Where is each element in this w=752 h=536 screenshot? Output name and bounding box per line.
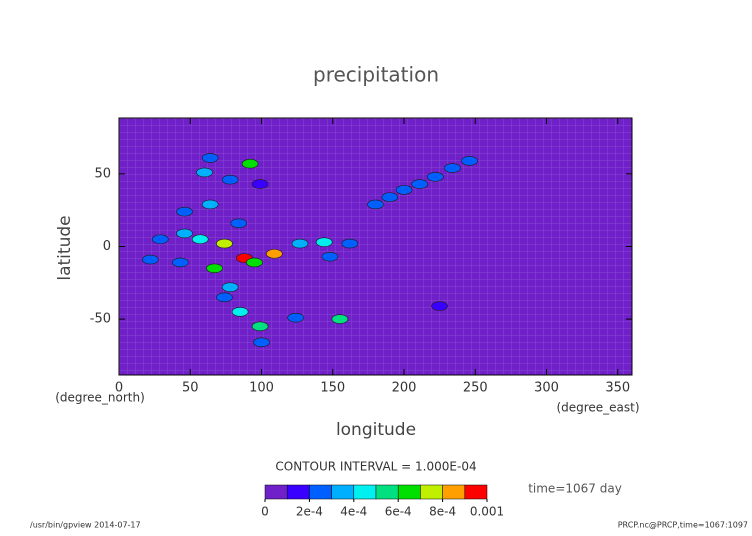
contour-patch [444, 163, 461, 173]
x-tick-label: 0 [115, 381, 123, 396]
contour-patch [427, 172, 444, 182]
colorbar-label: 8e-4 [429, 505, 456, 519]
contour-patch [241, 158, 259, 169]
colorbar-box [397, 484, 421, 500]
colorbar-box [375, 484, 399, 500]
colorbar-label: 6e-4 [385, 505, 412, 519]
contour-patch [201, 153, 219, 163]
contour-patch [331, 314, 349, 324]
colorbar-label: 0 [261, 505, 269, 519]
colorbar-box [420, 484, 443, 500]
contour-patch [251, 321, 269, 332]
contour-patch [171, 257, 189, 268]
contour-patch [231, 307, 249, 317]
colorbar-box [264, 484, 288, 500]
y-tick-label: 0 [103, 239, 111, 254]
contour-patch [230, 218, 247, 229]
contour-patch [142, 254, 159, 265]
colorbar-label: 0.001 [470, 505, 504, 519]
contour-patch [291, 238, 309, 249]
contour-patch [266, 248, 283, 259]
footer-right: PRCP.nc@PRCP,time=1067:1097 [618, 521, 748, 530]
contour-patch [287, 312, 305, 323]
x-axis-label: longitude [336, 420, 416, 440]
contour-patch [381, 192, 399, 202]
contour-patch [321, 251, 339, 262]
contour-patch [315, 237, 333, 247]
contour-patch [221, 282, 239, 292]
x-tick-label: 100 [249, 381, 274, 396]
contour-patch [251, 179, 269, 189]
x-tick-label: 350 [605, 381, 630, 396]
contour-patch [431, 301, 448, 311]
x-tick-label: 50 [182, 381, 199, 396]
x-unit: (degree_east) [556, 401, 639, 415]
y-axis-label: latitude [55, 215, 75, 280]
x-tick-label: 150 [320, 381, 345, 396]
contour-patch [196, 167, 213, 178]
contour-patch [411, 179, 428, 189]
contour-patch [216, 238, 233, 249]
contour-patch [176, 228, 193, 239]
contour-patch [367, 199, 384, 210]
time-label: time=1067 day [528, 482, 622, 496]
colorbar-box [331, 484, 355, 500]
grid-texture [119, 118, 632, 375]
colorbar-label: 2e-4 [296, 505, 323, 519]
x-tick-label: 300 [534, 381, 559, 396]
contour-patch [191, 234, 209, 245]
contour-patch [201, 199, 219, 210]
x-tick-label: 250 [463, 381, 488, 396]
colorbar-label: 4e-4 [340, 505, 367, 519]
colorbar-box [464, 484, 488, 500]
contour-patch [176, 206, 193, 217]
contour-patch [206, 263, 223, 274]
colorbar-box [286, 484, 310, 500]
contour-patch [221, 174, 239, 185]
colorbar-box [309, 484, 332, 500]
contour-patch [461, 156, 478, 166]
contour-patch [152, 234, 169, 245]
colorbar-box [442, 484, 466, 500]
contour-patch [395, 185, 413, 195]
colorbar: 0 2e-4 4e-4 6e-4 8e-4 0.001 [261, 484, 504, 519]
y-tick-label: -50 [90, 312, 111, 327]
y-unit: (degree_north) [55, 391, 145, 405]
contour-patch [216, 292, 233, 303]
y-tick-label: 50 [94, 166, 111, 181]
chart-title: precipitation [313, 63, 439, 87]
contour-note: CONTOUR INTERVAL = 1.000E-04 [275, 460, 476, 474]
contour-patch [341, 238, 359, 249]
contour-patch [246, 257, 263, 268]
contour-patches [142, 153, 478, 348]
footer-left: /usr/bin/gpview 2014-07-17 [30, 521, 141, 530]
colorbar-box [353, 484, 377, 500]
axes: 0 50 100 150 200 250 300 350 -50 0 50 [90, 117, 633, 396]
x-tick-label: 200 [392, 381, 417, 396]
contour-patch [253, 337, 270, 348]
